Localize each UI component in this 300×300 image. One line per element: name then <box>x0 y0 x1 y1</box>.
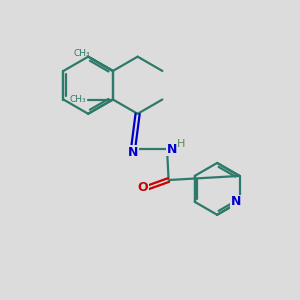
Text: CH₃: CH₃ <box>73 49 90 58</box>
Text: CH₃: CH₃ <box>70 95 86 104</box>
Text: N: N <box>128 146 138 159</box>
Text: O: O <box>137 181 148 194</box>
Text: N: N <box>231 195 241 208</box>
Text: N: N <box>167 142 178 156</box>
Text: H: H <box>177 139 185 149</box>
